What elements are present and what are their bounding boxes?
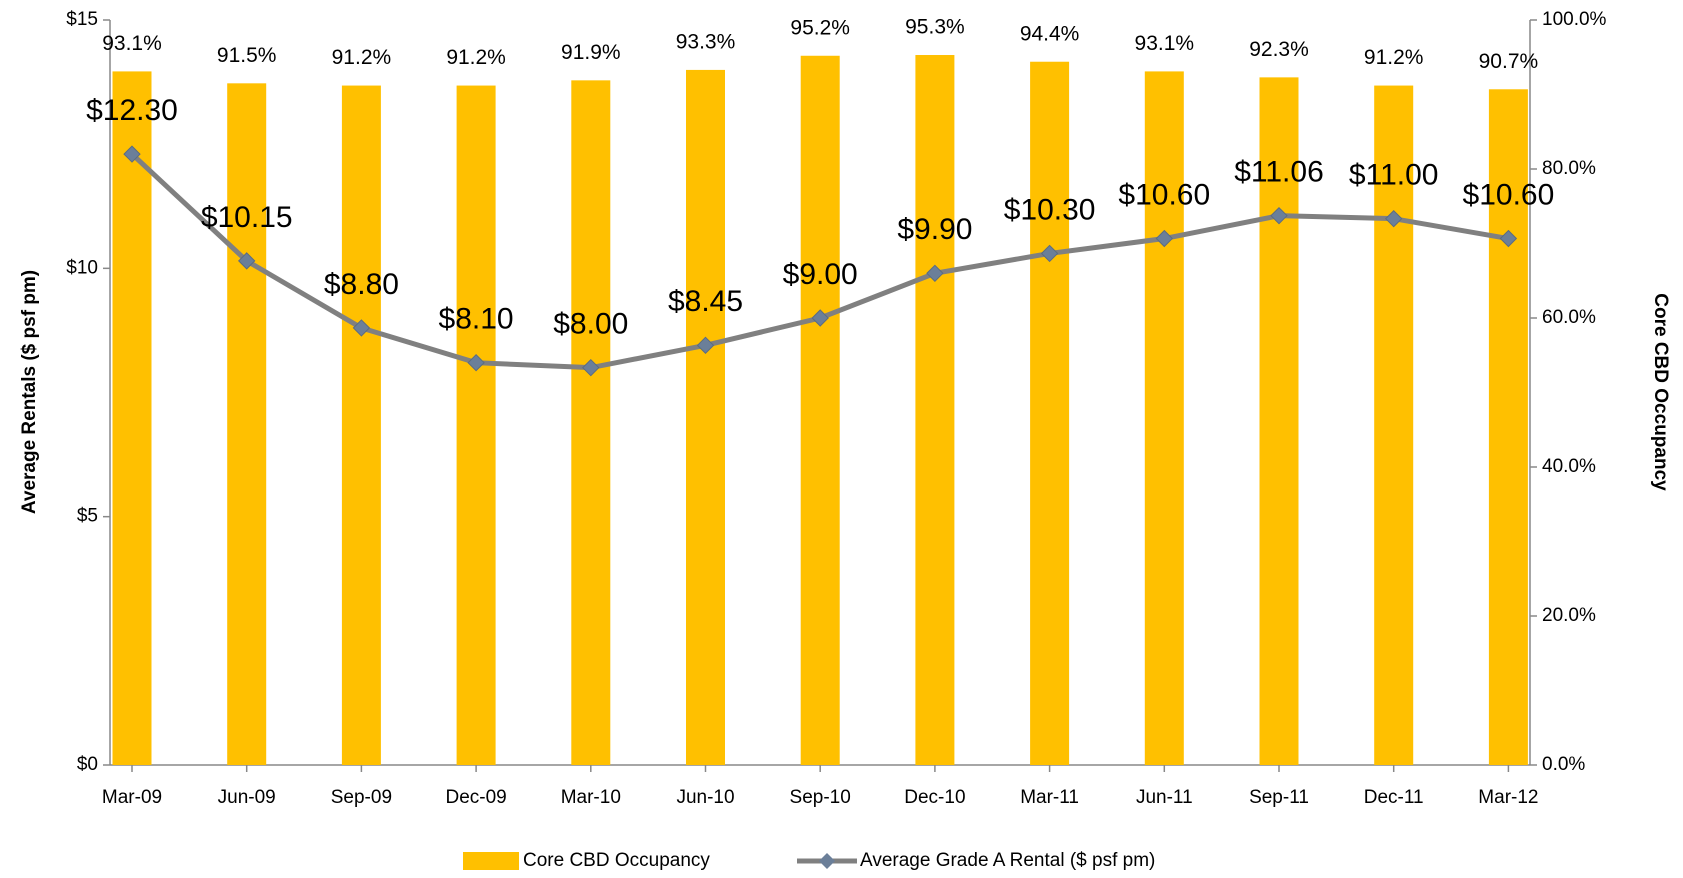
bar-value-label: 95.3% [905,16,965,39]
x-tick-label: Mar-12 [1478,787,1538,808]
bar [571,80,611,766]
x-tick-label: Mar-09 [102,787,162,808]
x-tick-label: Sep-10 [790,787,851,808]
line-value-label: $10.60 [1463,178,1555,211]
y2-tick-label: 20.0% [1542,605,1596,626]
bar [1374,85,1414,765]
bar [341,85,381,765]
line-value-label: $10.15 [201,201,293,234]
line-value-label: $8.10 [439,303,514,336]
x-tick-label: Mar-10 [561,787,621,808]
x-tick-label: Sep-09 [331,787,392,808]
y-tick-label: $0 [77,754,98,775]
bar [1030,61,1070,766]
line-marker [1499,229,1518,248]
line-value-label: $12.30 [86,94,178,127]
x-tick-label: Sep-11 [1249,787,1309,808]
line-marker [123,145,141,163]
line-value-label: $10.60 [1118,178,1210,211]
line-value-label: $9.90 [897,213,972,246]
line-value-label: $8.00 [553,308,628,341]
y2-tick-label: 0.0% [1542,754,1585,775]
bar [227,83,267,765]
y2-tick-label: 60.0% [1542,307,1596,328]
bar [1144,71,1184,765]
line-value-label: $11.06 [1234,156,1324,189]
x-tick-label: Mar-11 [1020,787,1079,808]
bar [456,85,496,765]
line-value-label: $8.45 [668,285,743,318]
bar-value-label: 91.9% [561,41,621,64]
line-marker [1040,244,1059,263]
x-tick-label: Jun-09 [218,787,276,808]
line-marker [1155,229,1174,248]
line-marker [352,319,371,337]
bar-value-label: 94.4% [1020,22,1080,45]
bar [686,69,725,766]
line-marker [582,358,600,377]
line-marker [1270,206,1288,225]
bar-value-label: 93.3% [676,30,736,53]
bar-value-label: 93.1% [102,32,162,55]
x-tick-label: Dec-11 [1364,787,1424,808]
bar-value-label: 90.7% [1479,50,1539,73]
line-marker [926,264,944,283]
legend-marker [819,853,835,869]
line-marker [1384,209,1403,228]
bar-value-label: 92.3% [1249,38,1309,61]
line-value-label: $11.00 [1349,159,1439,192]
line-marker [696,336,715,355]
bar-value-label: 93.1% [1135,32,1195,55]
y-axis-title: Average Rentals ($ psf pm) [19,270,40,514]
y2-tick-label: 40.0% [1542,456,1596,477]
bar [1488,89,1528,765]
bar-value-label: 91.2% [1364,46,1424,69]
line-value-label: $8.80 [324,268,399,301]
line-value-label: $10.30 [1004,193,1096,226]
y-tick-label: $10 [66,257,98,278]
line-marker [237,252,256,270]
bar-value-label: 91.5% [217,44,277,67]
bar [915,55,955,765]
legend-label: Average Grade A Rental ($ psf pm) [860,850,1155,871]
bar [800,55,840,765]
y2-tick-label: 100.0% [1542,9,1607,30]
line-value-label: $9.00 [783,258,858,291]
bar-value-label: 91.2% [332,46,392,69]
x-tick-label: Dec-10 [904,787,965,808]
bar [1259,77,1299,766]
line-marker [811,309,829,327]
y-tick-label: $5 [77,506,98,527]
x-tick-label: Jun-10 [676,787,734,808]
x-tick-label: Jun-11 [1136,787,1193,808]
legend-swatch [463,852,519,870]
x-tick-label: Dec-09 [445,787,506,808]
legend-label: Core CBD Occupancy [523,850,710,871]
bar-value-label: 91.2% [446,46,506,69]
line-marker [467,353,485,372]
y2-tick-label: 80.0% [1542,158,1596,179]
y2-axis-title: Core CBD Occupancy [1650,293,1671,491]
bar-value-label: 95.2% [790,16,850,39]
bar [112,71,152,765]
y-tick-label: $15 [66,9,98,30]
